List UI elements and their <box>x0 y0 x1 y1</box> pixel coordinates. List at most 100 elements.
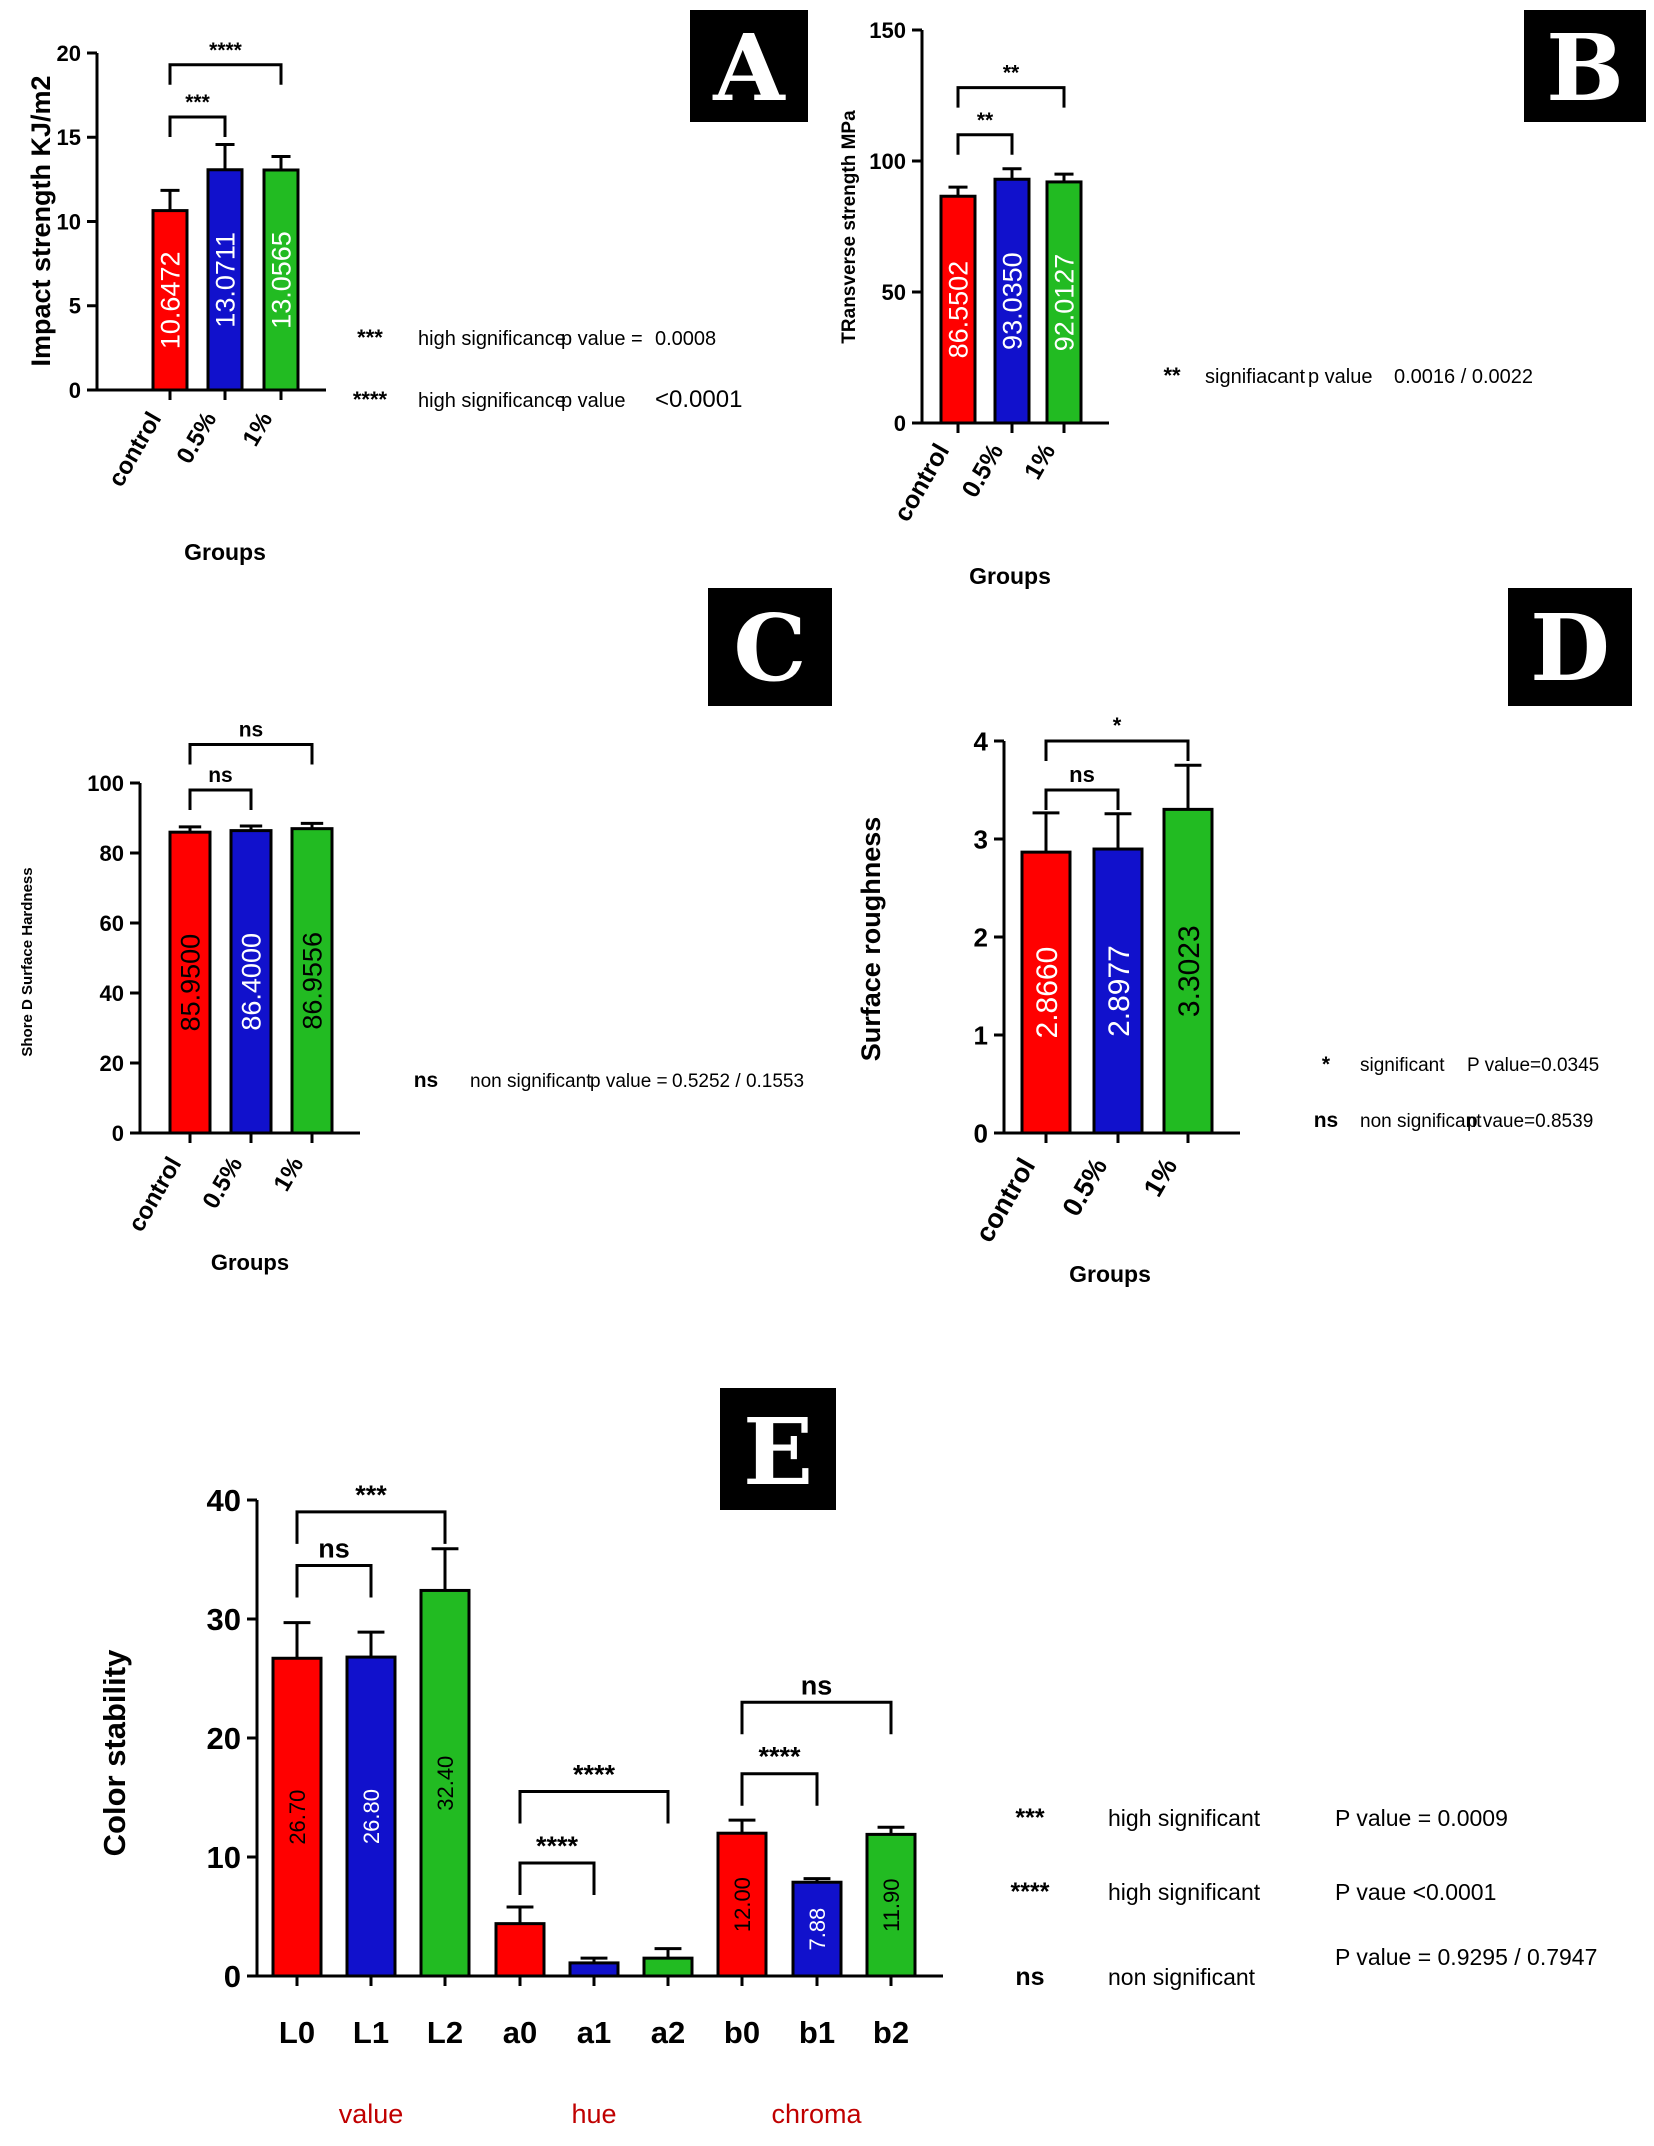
bar-0.5% <box>1092 847 1144 1135</box>
significance-bracket <box>518 1861 596 1895</box>
group-label: hue <box>571 2099 616 2129</box>
note-symbol: ns <box>1314 1109 1339 1132</box>
panel-c: C 0 20 40 60 80 100 Shore D Surface Hardness Gro… <box>19 588 832 1275</box>
x-tick-label: L0 <box>279 2015 315 2050</box>
bar-value-label: 26.70 <box>285 1790 310 1845</box>
y-tick-label: 5 <box>69 294 81 319</box>
panel-label-box <box>708 588 832 706</box>
y-tick-label: 100 <box>87 771 124 796</box>
y-tick-label: 0 <box>112 1121 124 1146</box>
note-symbol: *** <box>1015 1804 1044 1832</box>
significance-bracket <box>295 1510 447 1544</box>
note-description: high significant <box>1108 1805 1261 1831</box>
x-tick-label: control <box>969 1153 1041 1247</box>
bar-1% <box>1162 807 1214 1135</box>
significance-bracket <box>956 133 1014 155</box>
bar-value-label: 32.40 <box>433 1756 458 1811</box>
y-tick-label: 4 <box>974 726 989 756</box>
panel-label: A <box>712 14 786 122</box>
bar-value-label: 86.5502 <box>944 261 974 359</box>
significance-label: ** <box>1003 62 1020 85</box>
significance-bracket <box>1044 739 1190 761</box>
y-tick-label: 15 <box>57 125 81 150</box>
note-description: high significance <box>418 328 566 350</box>
note-p-label: p value = <box>590 1071 668 1092</box>
bar-a2 <box>642 1956 694 1978</box>
bar-control <box>1020 850 1072 1135</box>
note-p-label: p value <box>1308 366 1373 388</box>
bar-value-label: 86.4000 <box>237 933 267 1031</box>
group-label: chroma <box>771 2099 862 2129</box>
y-tick-label: 10 <box>207 1840 241 1875</box>
y-tick-label: 20 <box>100 1051 124 1076</box>
significance-label: ns <box>801 1670 833 1700</box>
significance-label: **** <box>536 1831 579 1861</box>
significance-bracket <box>295 1563 373 1598</box>
y-tick-label: 2 <box>974 922 988 952</box>
significance-bracket <box>168 115 227 138</box>
x-tick-label: a0 <box>503 2015 537 2050</box>
x-tick-label: L1 <box>353 2015 389 2050</box>
panel-label-box <box>1524 10 1646 122</box>
y-axis-label: Impact strength KJ/m2 <box>26 75 56 366</box>
note-symbol: **** <box>1011 1878 1050 1906</box>
bar-value-label: 13.0565 <box>267 231 297 329</box>
note-p-value: P value=0.0345 <box>1467 1055 1599 1076</box>
note-description: non significant <box>1108 1964 1256 1990</box>
y-axis-label: Shore D Surface Hardness <box>19 867 36 1056</box>
note-symbol: ns <box>414 1069 439 1092</box>
group-label: value <box>339 2099 404 2129</box>
y-tick-label: 0 <box>894 411 906 436</box>
significance-bracket <box>518 1790 670 1824</box>
note-description: high significant <box>1108 1879 1261 1905</box>
y-tick-label: 0 <box>974 1118 988 1148</box>
y-tick-label: 80 <box>100 841 124 866</box>
bar-value-label: 13.0711 <box>211 232 241 328</box>
significance-bracket <box>188 743 314 765</box>
significance-label: ns <box>1069 762 1095 787</box>
significance-label: **** <box>209 39 243 62</box>
significance-bracket <box>956 86 1066 108</box>
x-tick-label: a2 <box>651 2015 685 2050</box>
x-tick-label: 0.5% <box>1056 1153 1113 1221</box>
y-tick-label: 60 <box>100 911 124 936</box>
panel-b: B 0 50 100 150 TRansverse strength MPa Groups c… <box>839 10 1646 589</box>
note-p-value: 0.0016 / 0.0022 <box>1394 366 1533 388</box>
panel-label-box <box>720 1388 836 1510</box>
bar-a1 <box>568 1961 620 1978</box>
note-p-label: p value <box>561 390 626 412</box>
bar-value-label: 86.9556 <box>298 932 328 1030</box>
bar-a0 <box>494 1922 546 1978</box>
bar-value-label: 2.8977 <box>1103 945 1136 1037</box>
x-tick-label: control <box>123 1153 187 1237</box>
significance-label: ns <box>208 764 233 787</box>
significance-label: * <box>1113 713 1122 738</box>
x-tick-label: L2 <box>427 2015 463 2050</box>
x-tick-label: 0.5% <box>197 1153 248 1214</box>
x-tick-label: 1% <box>1019 439 1061 484</box>
y-tick-label: 150 <box>869 18 906 43</box>
significance-label: **** <box>573 1760 616 1790</box>
bar-value-label: 11.90 <box>879 1878 904 1931</box>
x-axis-label: Groups <box>969 563 1051 589</box>
y-tick-label: 1 <box>974 1020 988 1050</box>
panel-d: D 0 1 2 3 4 Surface roughness Groups control 2.86… <box>856 588 1632 1287</box>
y-tick-label: 50 <box>882 280 906 305</box>
bar-value-label: 92.0127 <box>1050 254 1080 352</box>
significance-bracket <box>740 1772 819 1806</box>
bar-value-label: 7.88 <box>805 1908 830 1951</box>
note-p-value: P vaue <0.0001 <box>1335 1879 1496 1905</box>
significance-label: ns <box>239 719 264 742</box>
significance-label: **** <box>758 1742 801 1772</box>
note-symbol: ** <box>1163 363 1181 388</box>
y-tick-label: 0 <box>224 1959 241 1994</box>
y-axis-label: Surface roughness <box>856 817 886 1062</box>
significance-bracket <box>1044 788 1120 810</box>
panel-label: C <box>733 594 806 702</box>
panel-e: E 0 10 20 30 40 Color stability L0 26.70 L1 26.80 L… <box>97 1388 1597 2129</box>
x-tick-label: control <box>103 408 167 492</box>
x-tick-label: 1% <box>237 408 278 452</box>
panel-label: D <box>1530 594 1610 702</box>
note-description: significant <box>1360 1055 1445 1076</box>
